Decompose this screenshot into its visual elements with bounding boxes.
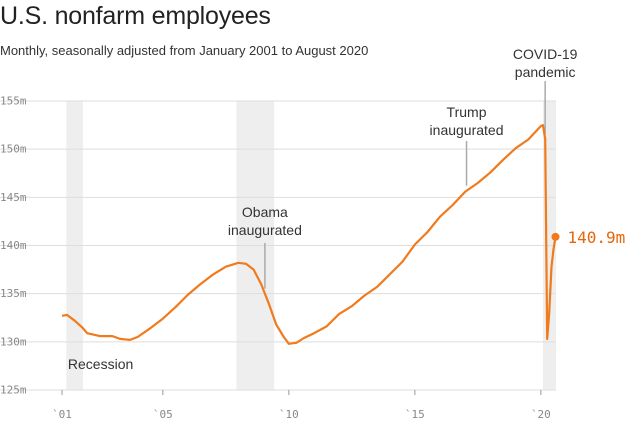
annotation-line: Recession xyxy=(68,356,133,372)
annotation-line: inaugurated xyxy=(430,122,504,138)
y-tick-label: 140m xyxy=(0,239,27,252)
chart-title: U.S. nonfarm employees xyxy=(0,2,271,30)
x-tick-label: `20 xyxy=(531,408,551,421)
annotation-3: COVID-19 pandemic xyxy=(513,46,578,80)
x-tick-label: `05 xyxy=(153,408,173,421)
y-tick-label: 125m xyxy=(0,384,27,397)
annotation-line: pandemic xyxy=(515,64,576,80)
x-tick-label: `15 xyxy=(405,408,425,421)
annotation-line: COVID-19 xyxy=(513,46,578,62)
annotation-1: Obama inaugurated xyxy=(228,204,302,238)
x-tick-label: `01 xyxy=(52,408,72,421)
annotation-line: Trump xyxy=(447,104,487,120)
annotation-2: Trump inaugurated xyxy=(430,104,504,138)
y-tick-label: 135m xyxy=(0,287,27,300)
end-point-marker xyxy=(551,232,560,241)
x-axis: `01 `05 `10 `15 `20 xyxy=(52,390,551,421)
y-tick-label: 145m xyxy=(0,191,27,204)
x-tick-label: `10 xyxy=(279,408,299,421)
annotation-0: Recession xyxy=(68,356,133,372)
y-tick-label: 150m xyxy=(0,143,27,156)
annotation-line: Obama xyxy=(242,204,288,220)
end-value-label: 140.9m xyxy=(567,228,625,247)
series-line-nonfarm-employees xyxy=(61,124,557,345)
annotations: Recession Obama inaugurated Trump inaugurate… xyxy=(68,46,578,372)
y-tick-label: 130m xyxy=(0,335,27,348)
annotation-leaders xyxy=(264,81,546,289)
gridlines xyxy=(0,100,556,391)
chart-subtitle: Monthly, seasonally adjusted from Januar… xyxy=(0,43,369,58)
y-axis: 125m 130m 135m 140m 145m 150m 155m xyxy=(0,95,27,397)
y-tick-label: 155m xyxy=(0,95,27,108)
series: 140.9m xyxy=(61,124,625,345)
annotation-line: inaugurated xyxy=(228,222,302,238)
